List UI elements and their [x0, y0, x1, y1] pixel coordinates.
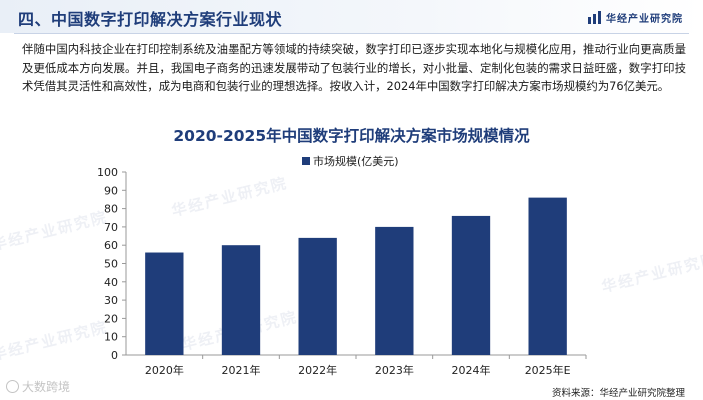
footer-logo-text: 大数跨境	[22, 380, 71, 394]
brand-name: 华经产业研究院	[606, 14, 683, 25]
source-note: 资料来源：华经产业研究院整理	[551, 388, 685, 399]
y-tick-label: 40	[104, 276, 118, 289]
x-tick-label: 2022年	[298, 363, 337, 377]
intro-paragraph: 伴随中国内科技企业在打印控制系统及油墨配方等领域的持续突破，数字打印已逐步实现本…	[22, 42, 686, 93]
y-tick-label: 60	[104, 239, 118, 252]
y-tick-label: 10	[104, 331, 118, 344]
brand-logo-icon	[588, 11, 601, 24]
brand: 华经产业研究院	[588, 10, 683, 25]
legend-label: 市场规模(亿美元)	[313, 154, 399, 168]
bar	[298, 237, 337, 355]
x-tick-label: 2021年	[222, 363, 261, 377]
header-divider	[14, 33, 689, 34]
bar	[451, 215, 491, 355]
footer-logo: 大数跨境	[6, 378, 70, 395]
legend-swatch	[302, 157, 310, 165]
y-tick-label: 70	[104, 221, 118, 234]
bar	[145, 252, 184, 355]
x-tick-label: 2025年E	[525, 363, 571, 377]
y-tick-label: 100	[97, 166, 118, 179]
y-tick-label: 0	[111, 349, 118, 362]
x-tick-label: 2020年	[145, 363, 184, 377]
page-title: 四、中国数字打印解决方案行业现状	[18, 10, 283, 29]
y-tick-label: 80	[104, 203, 118, 216]
bar	[375, 226, 414, 355]
x-tick-label: 2023年	[375, 363, 414, 377]
header-band	[0, 0, 703, 33]
y-tick-label: 20	[104, 312, 118, 325]
logo-mark-icon	[6, 380, 19, 393]
y-tick-label: 90	[104, 184, 118, 197]
x-tick-label: 2024年	[452, 363, 491, 377]
chart-title: 2020-2025年中国数字打印解决方案市场规模情况	[173, 127, 530, 145]
bar	[221, 245, 261, 355]
bar	[528, 197, 567, 355]
y-tick-label: 50	[104, 258, 118, 271]
y-tick-label: 30	[104, 294, 118, 307]
